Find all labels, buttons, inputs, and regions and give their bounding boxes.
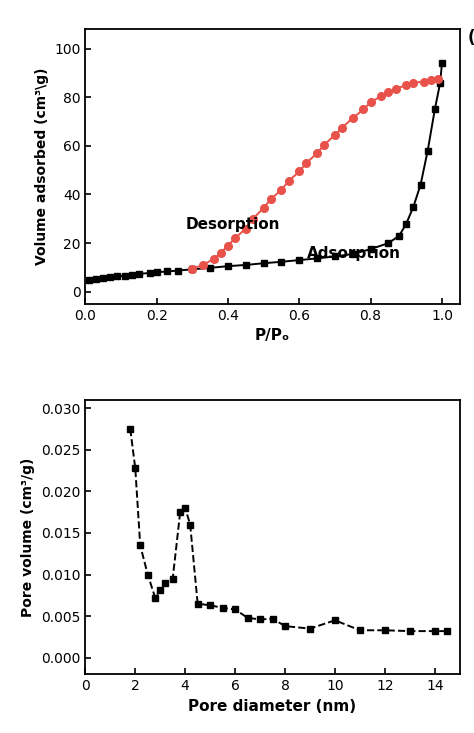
X-axis label: P/Pₒ: P/Pₒ: [255, 328, 290, 343]
Text: (a): (a): [467, 29, 474, 48]
X-axis label: Pore diameter (nm): Pore diameter (nm): [189, 699, 356, 714]
Y-axis label: Volume adsorbed (cm³\g): Volume adsorbed (cm³\g): [35, 68, 48, 265]
Y-axis label: Pore volume (cm³/g): Pore volume (cm³/g): [21, 457, 36, 616]
Text: Adsorption: Adsorption: [306, 246, 401, 261]
Text: Desorption: Desorption: [185, 216, 280, 232]
